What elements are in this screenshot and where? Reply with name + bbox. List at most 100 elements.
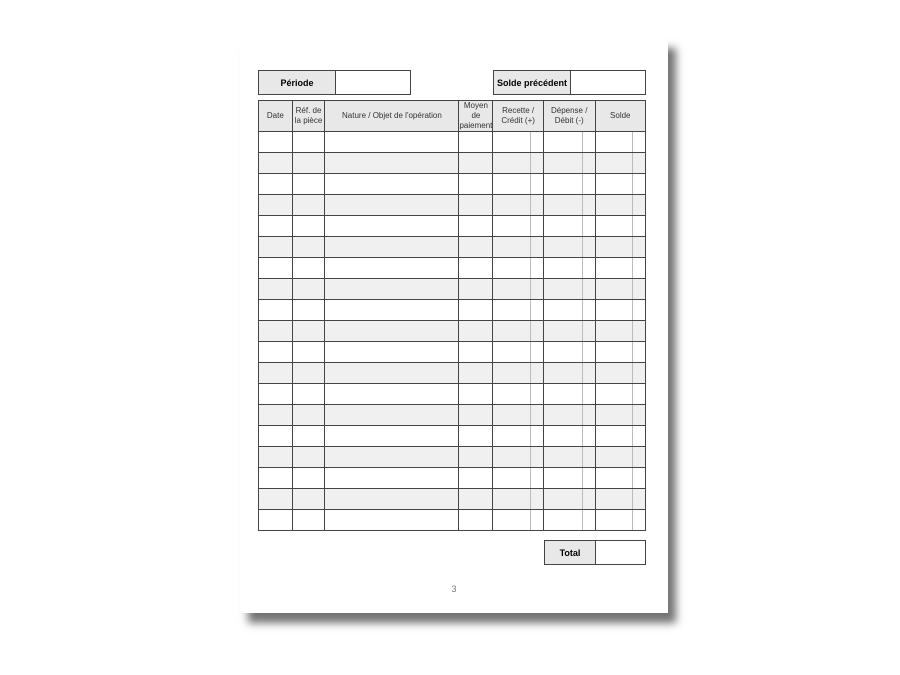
table-cell[interactable] [492, 299, 544, 321]
table-cell[interactable] [258, 173, 293, 195]
table-cell[interactable] [492, 320, 544, 342]
table-cell[interactable] [291, 467, 326, 489]
table-cell[interactable] [324, 362, 460, 384]
table-cell[interactable] [258, 446, 293, 468]
table-cell[interactable] [324, 404, 460, 426]
table-cell[interactable] [458, 152, 494, 174]
table-cell[interactable] [291, 215, 326, 237]
table-cell[interactable] [492, 425, 544, 447]
table-cell[interactable] [594, 467, 647, 489]
table-cell[interactable] [291, 173, 326, 195]
table-cell[interactable] [258, 236, 293, 258]
table-cell[interactable] [291, 236, 326, 258]
table-cell[interactable] [291, 425, 326, 447]
table-cell[interactable] [291, 194, 326, 216]
table-cell[interactable] [258, 278, 293, 300]
table-cell[interactable] [258, 383, 293, 405]
table-cell[interactable] [594, 341, 647, 363]
table-cell[interactable] [492, 509, 544, 531]
table-cell[interactable] [458, 299, 494, 321]
table-cell[interactable] [594, 236, 647, 258]
table-cell[interactable] [324, 194, 460, 216]
table-cell[interactable] [542, 131, 596, 153]
table-cell[interactable] [542, 362, 596, 384]
table-cell[interactable] [594, 299, 647, 321]
table-cell[interactable] [542, 425, 596, 447]
table-cell[interactable] [324, 236, 460, 258]
table-cell[interactable] [291, 257, 326, 279]
table-cell[interactable] [324, 152, 460, 174]
table-cell[interactable] [324, 215, 460, 237]
table-cell[interactable] [594, 488, 647, 510]
table-cell[interactable] [492, 131, 544, 153]
table-cell[interactable] [492, 446, 544, 468]
table-cell[interactable] [291, 341, 326, 363]
table-cell[interactable] [492, 152, 544, 174]
table-cell[interactable] [324, 488, 460, 510]
table-cell[interactable] [458, 215, 494, 237]
table-cell[interactable] [542, 320, 596, 342]
table-cell[interactable] [492, 404, 544, 426]
table-cell[interactable] [492, 278, 544, 300]
table-cell[interactable] [594, 194, 647, 216]
table-cell[interactable] [492, 362, 544, 384]
table-cell[interactable] [594, 362, 647, 384]
period-field[interactable] [336, 71, 410, 94]
table-cell[interactable] [258, 299, 293, 321]
table-cell[interactable] [291, 446, 326, 468]
table-cell[interactable] [258, 194, 293, 216]
table-cell[interactable] [324, 320, 460, 342]
table-cell[interactable] [542, 278, 596, 300]
table-cell[interactable] [492, 383, 544, 405]
table-cell[interactable] [542, 341, 596, 363]
table-cell[interactable] [492, 173, 544, 195]
table-cell[interactable] [542, 215, 596, 237]
table-cell[interactable] [291, 509, 326, 531]
table-cell[interactable] [291, 131, 326, 153]
table-cell[interactable] [458, 131, 494, 153]
total-field[interactable] [596, 541, 645, 564]
table-cell[interactable] [258, 131, 293, 153]
table-cell[interactable] [594, 425, 647, 447]
table-cell[interactable] [324, 509, 460, 531]
table-cell[interactable] [458, 488, 494, 510]
table-cell[interactable] [542, 488, 596, 510]
table-cell[interactable] [594, 383, 647, 405]
table-cell[interactable] [458, 446, 494, 468]
table-cell[interactable] [594, 404, 647, 426]
table-cell[interactable] [458, 425, 494, 447]
previous-balance-field[interactable] [571, 71, 645, 94]
table-cell[interactable] [258, 425, 293, 447]
table-cell[interactable] [258, 320, 293, 342]
table-cell[interactable] [542, 404, 596, 426]
table-cell[interactable] [542, 152, 596, 174]
table-cell[interactable] [542, 236, 596, 258]
table-cell[interactable] [458, 320, 494, 342]
table-cell[interactable] [291, 362, 326, 384]
table-cell[interactable] [594, 320, 647, 342]
table-cell[interactable] [542, 509, 596, 531]
table-cell[interactable] [324, 257, 460, 279]
table-cell[interactable] [291, 299, 326, 321]
table-cell[interactable] [324, 173, 460, 195]
table-cell[interactable] [324, 278, 460, 300]
table-cell[interactable] [291, 152, 326, 174]
table-cell[interactable] [258, 341, 293, 363]
table-cell[interactable] [258, 488, 293, 510]
table-cell[interactable] [324, 446, 460, 468]
table-cell[interactable] [258, 257, 293, 279]
table-cell[interactable] [492, 467, 544, 489]
table-cell[interactable] [594, 509, 647, 531]
table-cell[interactable] [594, 446, 647, 468]
table-cell[interactable] [324, 341, 460, 363]
table-cell[interactable] [542, 257, 596, 279]
table-cell[interactable] [594, 257, 647, 279]
table-cell[interactable] [324, 383, 460, 405]
table-cell[interactable] [542, 299, 596, 321]
table-cell[interactable] [258, 215, 293, 237]
table-cell[interactable] [258, 467, 293, 489]
table-cell[interactable] [324, 467, 460, 489]
table-cell[interactable] [458, 362, 494, 384]
table-cell[interactable] [324, 425, 460, 447]
table-cell[interactable] [324, 131, 460, 153]
